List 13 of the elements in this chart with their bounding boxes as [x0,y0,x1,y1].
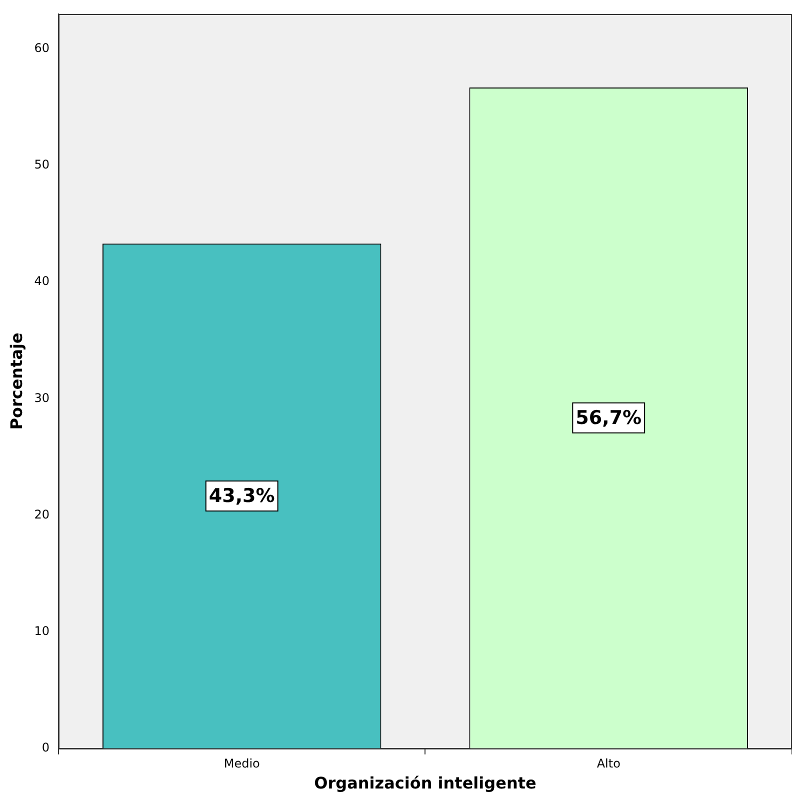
data-label: 56,7% [576,406,642,429]
y-tick-label: 30 [34,390,50,405]
y-tick-label: 20 [34,507,50,522]
y-axis-title: Porcentaje [6,332,26,430]
y-tick-label: 10 [34,624,50,638]
data-label: 43,3% [208,484,275,507]
y-tick-label: 60 [34,41,50,56]
x-tick-label: Alto [596,756,620,771]
x-axis-title: Organización inteligente [314,774,536,793]
y-tick-label: 50 [34,158,50,172]
y-tick-label: 0 [42,740,50,755]
y-tick-label: 40 [34,274,50,288]
x-tick-label: Medio [224,756,260,771]
